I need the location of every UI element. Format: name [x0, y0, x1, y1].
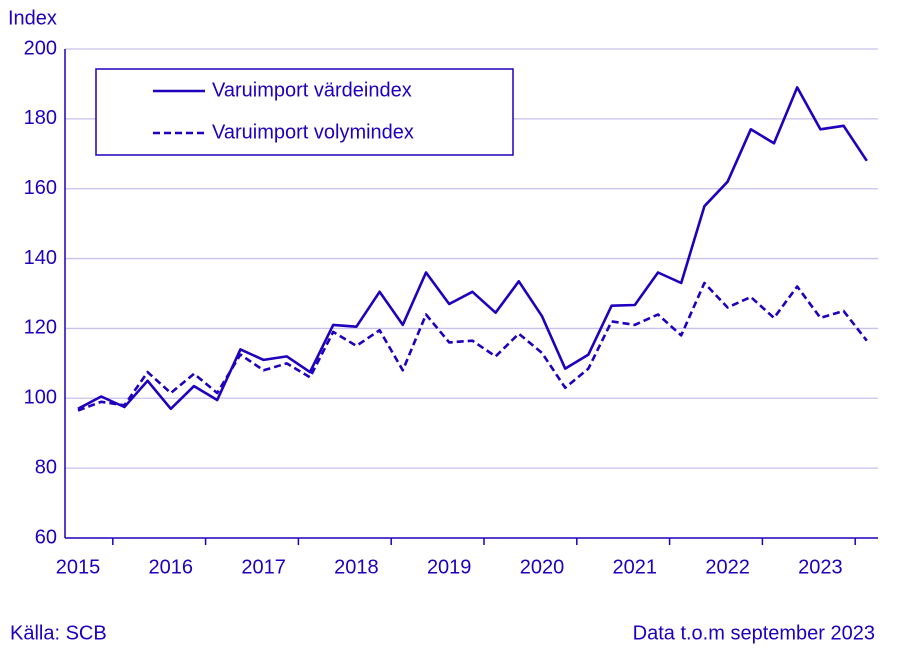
- x-tick-label: 2020: [520, 556, 565, 578]
- x-tick-label: 2019: [427, 556, 472, 578]
- line-series: [77, 86, 868, 411]
- x-tick-label: 2015: [56, 556, 101, 578]
- x-tick-label: 2022: [705, 556, 750, 578]
- legend-box: [95, 68, 514, 156]
- note: Data t.o.m september 2023: [633, 622, 875, 644]
- legend-label: Varuimport volymindex: [212, 121, 414, 143]
- legend-label: Varuimport värdeindex: [212, 79, 412, 101]
- y-tick-label: 120: [24, 317, 57, 339]
- y-tick-label: 60: [35, 526, 57, 548]
- source: Källa: SCB: [10, 622, 107, 644]
- x-tick-label: 2021: [613, 556, 658, 578]
- y-tick-label: 180: [24, 107, 57, 129]
- y-tick-label: 100: [24, 387, 57, 409]
- y-tick-label: 160: [24, 177, 57, 199]
- line-series: [77, 281, 868, 412]
- y-tick-label: 200: [24, 37, 57, 59]
- y-tick-label: 140: [24, 247, 57, 269]
- x-tick-label: 2016: [149, 556, 194, 578]
- x-tick-label: 2017: [241, 556, 286, 578]
- y-axis-label: Index: [8, 7, 57, 29]
- x-tick-label: 2018: [334, 556, 379, 578]
- x-tick-label: 2023: [798, 556, 843, 578]
- y-tick-label: 80: [35, 456, 57, 478]
